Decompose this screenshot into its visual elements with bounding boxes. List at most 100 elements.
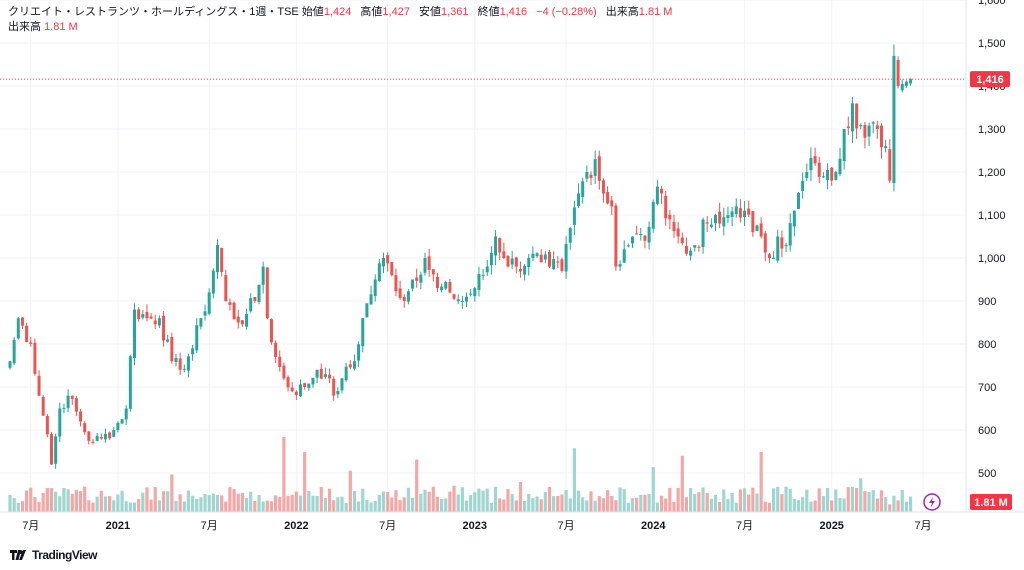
candle-body [489,252,493,266]
tradingview-logo[interactable]: TradingView [10,548,97,562]
volume-bar [464,500,469,512]
candle [668,209,672,230]
volume-bar [95,496,99,512]
candle-body [581,181,585,198]
candle-body [66,395,70,408]
volume-bar [879,490,884,512]
candle-body [116,422,120,431]
volume-bar [323,498,327,512]
candle [70,395,74,406]
volume-bar [244,498,249,512]
candle [469,289,473,297]
volume-bar [846,487,850,512]
candle-body [373,279,377,296]
candle [792,210,796,237]
candle-body [577,193,581,207]
candle [20,316,24,329]
open-label: 始値 [301,6,324,18]
volume-bar [66,489,70,512]
candle-body [431,269,435,275]
candle [485,259,489,276]
candle-body [859,125,863,127]
candle-body [352,361,356,369]
volume-bar [523,501,527,512]
lightning-icon[interactable] [923,493,941,511]
price-tick-label: 900 [978,296,996,308]
low-label: 安値 [419,6,441,18]
candle-body [178,358,182,370]
candle-body [788,223,792,246]
volume-bar [821,496,825,512]
candle-body [635,233,639,235]
candle-body [801,180,805,191]
candle [166,334,170,343]
candle-body [647,226,651,243]
candle-body [473,288,477,297]
volume-bar [813,500,817,512]
candle [16,317,20,340]
time-tick-label: 7月 [379,520,396,532]
candle-body [58,408,62,437]
candle-body [365,303,369,318]
last-price-badge: 1,416 [970,71,1010,88]
candle-body [660,188,664,194]
candle [203,304,207,321]
volume-bar [651,467,655,512]
candle-body [398,288,402,298]
candle-body [145,312,149,319]
candle [170,332,174,364]
volume-bar [552,496,556,512]
volume-bar [224,501,228,512]
candle [228,298,232,311]
candle-body [693,245,697,248]
candle [909,78,913,86]
volume-bar [896,500,900,512]
candle-body [763,233,767,253]
candle [245,308,249,330]
candle-body [730,211,734,217]
candle [178,352,182,376]
candle-body [286,377,290,388]
candle-body [311,377,315,385]
volume-bar [655,502,659,512]
volume-bar [867,492,871,512]
volume-bar [751,487,755,512]
candle [730,206,734,227]
volume-bar [830,500,834,512]
candle [581,177,585,204]
candle [593,150,597,184]
candle [489,246,493,275]
candle [253,296,257,304]
candle [560,257,564,273]
candle-body [133,309,136,359]
volume-bar [236,493,240,512]
volume-bar [232,489,236,512]
volume-bar [767,502,772,512]
candle-body [120,419,124,424]
candle [846,116,850,135]
candle [548,250,551,268]
candle-body [369,294,373,305]
candle-body [249,298,253,312]
volume-bar [531,498,535,512]
candle [423,252,427,276]
candle [344,362,348,382]
price-tick-label: 1,200 [978,167,1006,179]
volume-bar [473,492,477,512]
volume-bar [643,494,647,512]
volume-bar [676,487,680,512]
volume-bar [842,498,846,512]
candle [797,191,800,210]
candle-body [444,281,448,289]
candle [8,360,12,370]
volume-bar [801,497,805,512]
candle [348,359,352,370]
volume-bar [780,494,784,512]
candle-body [672,221,676,232]
candle [340,377,344,394]
candle-body [406,291,410,302]
volume-bar [805,489,809,512]
candle-body [99,437,103,439]
candle-body [780,237,784,249]
